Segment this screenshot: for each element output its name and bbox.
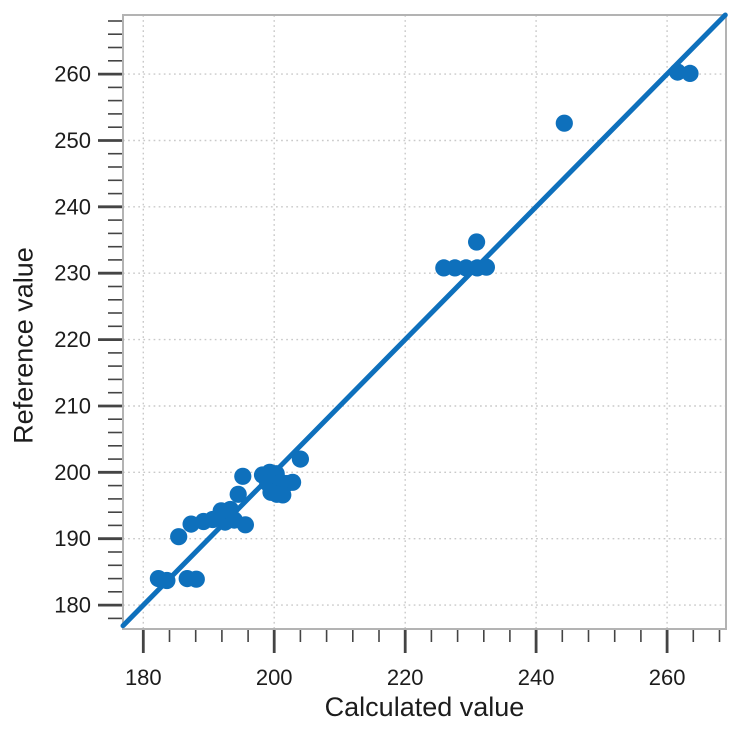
identity-line [120,12,728,629]
y-tick-label-200: 200 [54,460,91,485]
x-axis-title: Calculated value [324,692,525,722]
y-tick-label-180: 180 [54,593,91,618]
data-point [284,473,302,491]
data-point [291,450,309,468]
data-point [236,516,254,534]
y-tick-label-260: 260 [54,62,91,87]
data-point [669,63,687,81]
y-tick-label-220: 220 [54,327,91,352]
y-tick-label-210: 210 [54,394,91,419]
y-tick-label-240: 240 [54,194,91,219]
data-point [221,500,239,519]
data-point [555,114,573,132]
y-tick-label-250: 250 [54,128,91,153]
data-point [274,486,292,504]
data-point [170,528,188,546]
data-point [158,571,176,590]
data-point [234,467,252,485]
data-point [681,64,699,82]
x-tick-label-200: 200 [256,665,293,690]
y-tick-label-190: 190 [54,526,91,551]
x-tick-label-180: 180 [125,665,162,690]
x-tick-label-240: 240 [518,665,555,690]
y-tick-label-230: 230 [54,261,91,286]
data-point [187,570,205,588]
x-tick-label-220: 220 [387,665,424,690]
data-point [477,258,495,276]
data-point [468,233,486,251]
plot-border [122,14,727,630]
data-point [229,485,247,503]
y-axis-title: Reference value [8,247,39,444]
x-tick-label-260: 260 [649,665,686,690]
